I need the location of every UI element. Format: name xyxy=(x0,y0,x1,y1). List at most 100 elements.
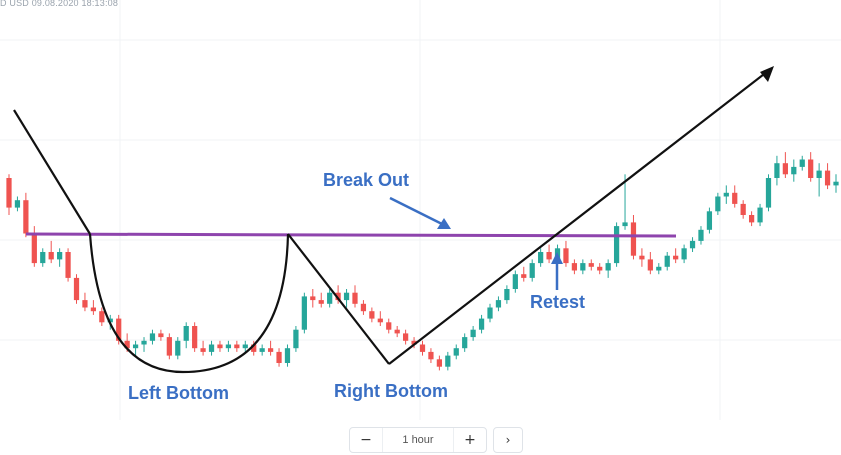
candle-body xyxy=(234,344,240,349)
candle-body xyxy=(276,351,282,363)
candle-body xyxy=(605,263,611,271)
candle-body xyxy=(57,252,63,260)
candle-body xyxy=(386,322,392,330)
candle-body xyxy=(723,192,729,197)
candle-body xyxy=(782,163,788,175)
candle-body xyxy=(90,307,97,312)
candle-body xyxy=(597,266,603,271)
candle-body xyxy=(529,263,535,278)
candle-body xyxy=(158,333,164,338)
candle-body xyxy=(65,252,71,278)
scroll-forward-button[interactable]: › xyxy=(493,427,523,453)
candle-body xyxy=(436,359,442,367)
candle-body xyxy=(774,163,780,178)
right-bottom-label: Right Bottom xyxy=(334,381,448,401)
uptrend-arrowhead xyxy=(760,66,774,82)
interval-selector[interactable]: 1 hour xyxy=(382,428,454,452)
candle-body xyxy=(748,215,755,223)
uptrend-line xyxy=(388,70,769,365)
handle-line xyxy=(287,233,390,365)
candle-body xyxy=(470,329,476,338)
candle-body xyxy=(411,340,417,345)
candle-body xyxy=(791,166,797,175)
break-out-label: Break Out xyxy=(323,170,410,190)
candle-body xyxy=(293,329,299,349)
retest-arrowhead xyxy=(551,252,563,264)
candle-body xyxy=(512,274,518,289)
candle-body xyxy=(267,348,274,352)
candle-body xyxy=(453,348,459,356)
candle-body xyxy=(445,355,451,367)
candle-body xyxy=(377,318,383,323)
break-out-arrowhead xyxy=(437,218,451,229)
candle-body xyxy=(588,263,594,267)
candle-body xyxy=(622,222,628,227)
candle-body xyxy=(580,263,586,271)
candle-body xyxy=(200,348,206,352)
candle-body xyxy=(73,277,80,301)
candle-body xyxy=(689,240,696,249)
candle-body xyxy=(487,307,493,319)
candle-body xyxy=(799,159,805,167)
break-out-arrow xyxy=(389,196,443,226)
candle-body xyxy=(242,344,248,349)
candle-body xyxy=(327,292,333,304)
candle-body xyxy=(175,340,181,356)
candle-body xyxy=(673,255,679,260)
candle-body xyxy=(31,233,37,264)
candle-body xyxy=(40,252,46,264)
candle-body xyxy=(504,289,510,301)
candle-body xyxy=(740,203,746,215)
candle-body xyxy=(343,292,350,301)
candle-body xyxy=(419,344,426,352)
candle-body xyxy=(166,337,172,356)
candle-body xyxy=(183,326,189,341)
candle-body xyxy=(259,348,265,352)
candle-body xyxy=(116,318,122,341)
candle-body xyxy=(833,181,839,186)
cup-curve xyxy=(88,233,290,374)
candle-body xyxy=(14,200,21,208)
candle-body xyxy=(132,344,139,349)
candle-body xyxy=(538,252,544,264)
candle-body xyxy=(639,255,645,260)
candle-body xyxy=(394,329,400,334)
candle-body xyxy=(495,300,502,308)
candle-body xyxy=(6,178,12,208)
candle-body xyxy=(563,248,569,264)
candle-body xyxy=(352,292,358,304)
zoom-in-button[interactable]: + xyxy=(464,432,476,448)
zoom-controls: − 1 hour + xyxy=(349,427,487,453)
candle-body xyxy=(225,344,232,349)
retest-label: Retest xyxy=(530,292,586,312)
candle-body xyxy=(664,255,670,267)
candle-body xyxy=(808,159,814,178)
candle-body xyxy=(647,259,653,271)
candle-body xyxy=(428,351,434,360)
candle-body xyxy=(765,178,772,208)
candle-body xyxy=(208,344,215,352)
candle-body xyxy=(301,296,307,330)
candle-body xyxy=(462,337,468,349)
candle-body xyxy=(681,248,687,260)
left-bottom-label: Left Bottom xyxy=(128,383,229,403)
candle-body xyxy=(284,348,291,363)
candle-body xyxy=(824,170,831,186)
candle-body xyxy=(318,300,324,304)
candle-body xyxy=(124,340,130,349)
candle-body xyxy=(217,344,223,349)
candle-body xyxy=(546,252,552,260)
candle-body xyxy=(369,311,375,319)
candle-body xyxy=(403,333,409,341)
zoom-out-button[interactable]: − xyxy=(360,432,372,448)
candle-body xyxy=(478,318,485,330)
chart-toolbar: − 1 hour + › xyxy=(349,427,523,453)
candle-body xyxy=(816,170,822,178)
candle-body xyxy=(23,200,29,234)
candle-body xyxy=(571,263,578,271)
chart-grid xyxy=(0,0,841,420)
candle-body xyxy=(706,211,713,230)
candle-body xyxy=(149,333,156,341)
candle-body xyxy=(48,252,54,260)
